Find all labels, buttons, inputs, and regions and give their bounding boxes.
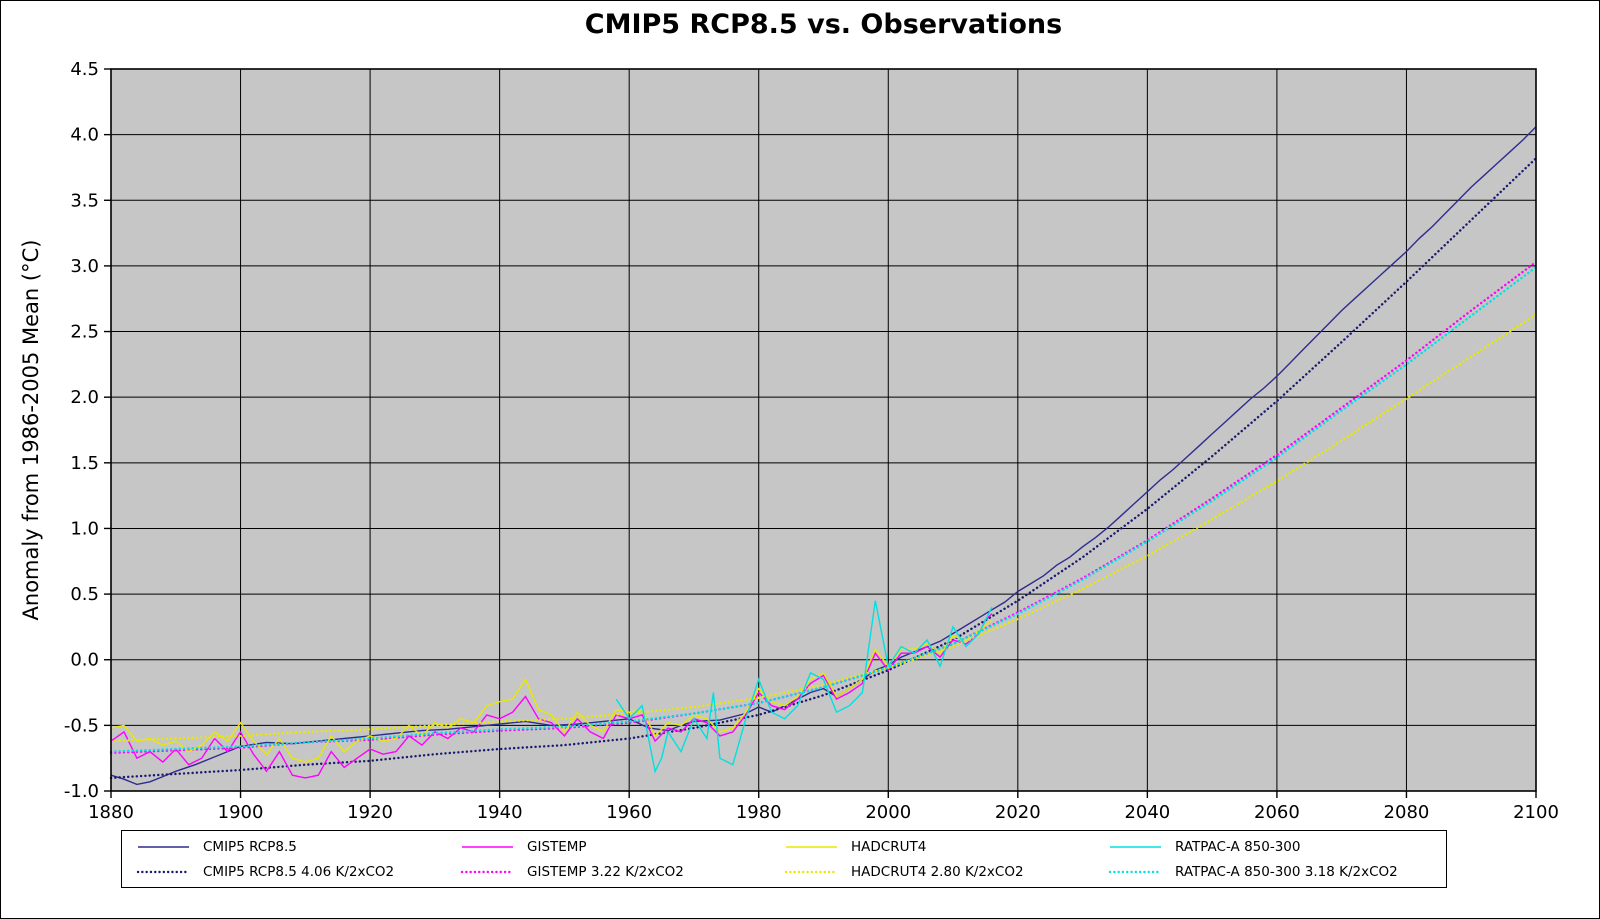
legend-label: HADCRUT4 [851, 838, 927, 855]
y-tick-label: 1.5 [70, 453, 99, 474]
axes-frame [110, 68, 1537, 792]
x-tick-label: 1940 [477, 802, 523, 823]
y-tick-label: 0.0 [70, 650, 99, 671]
y-tick-label: 3.5 [70, 190, 99, 211]
legend-sample-line [460, 870, 515, 873]
legend-sample-line [784, 870, 839, 873]
series-line-0 [110, 126, 1537, 786]
x-tick-label: 1920 [347, 802, 393, 823]
chart: 1880 1900 1920 1940 1960 1980 2000 2020 2040 2060… [64, 59, 1559, 823]
y-tick-label: 0.5 [70, 584, 99, 605]
x-tick-label: 2020 [995, 802, 1041, 823]
legend-sample-line [1110, 845, 1161, 848]
legend-sample-line [462, 845, 513, 848]
legend-sample-line [138, 845, 189, 848]
y-tick-label: 3.0 [70, 256, 99, 277]
y-tick-label: 2.5 [70, 322, 99, 343]
legend-item: RATPAC-A 850-300 3.18 K/2xCO2 [1108, 859, 1432, 884]
legend-item: HADCRUT4 2.80 K/2xCO2 [784, 859, 1108, 884]
plot-area [111, 69, 1536, 791]
x-tick-label: 1900 [218, 802, 264, 823]
series-line-3 [109, 260, 1538, 755]
legend-label: HADCRUT4 2.80 K/2xCO2 [851, 863, 1024, 880]
legend-label: CMIP5 RCP8.5 4.06 K/2xCO2 [203, 863, 395, 880]
legend-item: CMIP5 RCP8.5 4.06 K/2xCO2 [136, 859, 460, 884]
legend-item: RATPAC-A 850-300 [1108, 834, 1432, 859]
y-tick-label: 2.0 [70, 387, 99, 408]
legend-item: HADCRUT4 [784, 834, 1108, 859]
legend-label: RATPAC-A 850-300 3.18 K/2xCO2 [1175, 863, 1398, 880]
legend-label: GISTEMP 3.22 K/2xCO2 [527, 863, 684, 880]
legend-label: RATPAC-A 850-300 [1175, 838, 1301, 855]
series-line-5 [109, 313, 1538, 743]
series-line-6 [615, 600, 993, 774]
y-tick-label: 4.0 [70, 125, 99, 146]
x-tick-label: 2000 [865, 802, 911, 823]
legend-sample-line [786, 845, 837, 848]
y-tick-label: 1.0 [70, 518, 99, 539]
y-tick-label: -0.5 [64, 715, 99, 736]
x-tick-label: 1880 [88, 802, 134, 823]
legend-item: CMIP5 RCP8.5 [136, 834, 460, 859]
legend-label: GISTEMP [527, 838, 587, 855]
x-tick-label: 2080 [1384, 802, 1430, 823]
legend-item: GISTEMP 3.22 K/2xCO2 [460, 859, 784, 884]
legend-sample-line [1108, 870, 1163, 873]
x-tick-label: 2100 [1513, 802, 1559, 823]
legend-sample-line [136, 870, 191, 873]
x-tick-label: 1960 [606, 802, 652, 823]
x-tick-label: 2060 [1254, 802, 1300, 823]
series-line-1 [109, 157, 1538, 780]
legend-box: CMIP5 RCP8.5 CMIP5 RCP8.5 4.06 K/2xCO2 GIS… [121, 830, 1447, 888]
legend-label: CMIP5 RCP8.5 [203, 838, 297, 855]
x-tick-label: 1980 [736, 802, 782, 823]
y-tick-label: 4.5 [70, 59, 99, 80]
legend-item: GISTEMP [460, 834, 784, 859]
x-tick-label: 2040 [1124, 802, 1170, 823]
y-tick-label: -1.0 [64, 781, 99, 802]
chart-title: CMIP5 RCP8.5 vs. Observations [584, 9, 1063, 40]
